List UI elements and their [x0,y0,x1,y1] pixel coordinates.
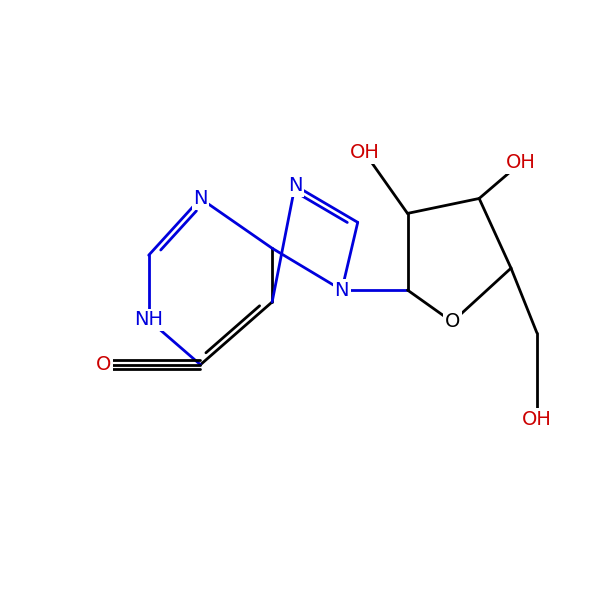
Text: N: N [193,189,208,208]
Text: OH: OH [522,410,552,429]
Text: N: N [335,281,349,299]
Text: N: N [288,176,302,195]
Text: O: O [445,313,460,331]
Text: OH: OH [350,143,380,162]
Text: O: O [96,355,112,374]
Text: NH: NH [134,310,163,329]
Text: OH: OH [506,153,536,172]
